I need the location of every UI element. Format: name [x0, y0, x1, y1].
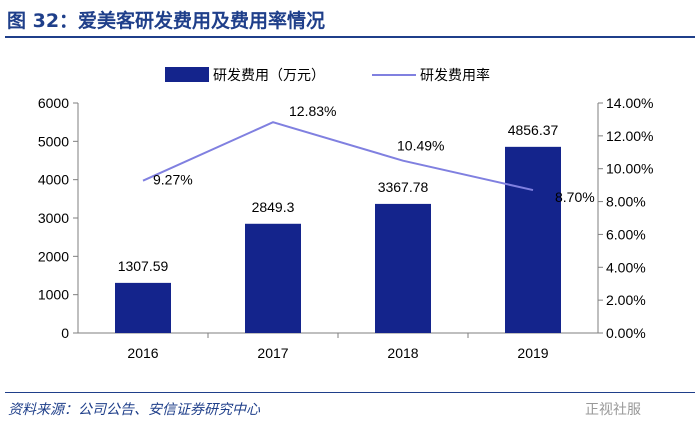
right-tick-label: 6.00% [606, 226, 646, 242]
left-tick-label: 6000 [38, 95, 69, 111]
left-tick-label: 2000 [38, 248, 69, 264]
x-tick-label: 2018 [387, 345, 418, 361]
right-tick-label: 14.00% [606, 95, 653, 111]
legend-bar-label: 研发费用（万元） [213, 67, 325, 83]
chart: 研发费用（万元） 研发费用率 0 1000 2000 3000 4000 5000 6000 0… [38, 67, 653, 361]
watermark: 正视社服 [585, 402, 641, 418]
x-tick-label: 2017 [257, 345, 288, 361]
bar-value-label: 4856.37 [508, 122, 559, 138]
legend-bar-swatch [165, 67, 209, 82]
rate-line [142, 121, 534, 192]
rate-value-label: 9.27% [153, 172, 193, 188]
left-tick-label: 3000 [38, 210, 69, 226]
rate-line-path [142, 121, 534, 192]
right-tick-label: 4.00% [606, 259, 646, 275]
rate-value-label: 10.49% [397, 138, 444, 154]
bar-value-label: 3367.78 [378, 179, 429, 195]
bar-value-label: 1307.59 [118, 258, 169, 274]
legend-line-label: 研发费用率 [420, 67, 490, 83]
left-tick-label: 1000 [38, 287, 69, 303]
x-tick-label: 2019 [517, 345, 548, 361]
x-tick-label: 2016 [127, 345, 158, 361]
figure-title: 图 32：爱美客研发费用及费用率情况 [7, 10, 326, 32]
footer-rule [5, 392, 695, 393]
legend: 研发费用（万元） 研发费用率 [165, 67, 490, 83]
right-tick-label: 0.00% [606, 325, 646, 341]
bar [115, 282, 171, 333]
title-rule [5, 36, 695, 38]
right-tick-label: 10.00% [606, 161, 653, 177]
left-tick-label: 4000 [38, 172, 69, 188]
right-tick-label: 8.00% [606, 194, 646, 210]
data-labels: 1307.59 2849.3 3367.78 4856.37 9.27% 12.83% 10… [118, 103, 595, 274]
rate-value-label: 12.83% [289, 103, 336, 119]
left-tick-label: 5000 [38, 133, 69, 149]
bars [115, 146, 561, 333]
left-tick-label: 0 [61, 325, 69, 341]
right-tick-label: 12.00% [606, 128, 653, 144]
bar [245, 223, 301, 333]
rate-value-label: 8.70% [555, 189, 595, 205]
right-tick-label: 2.00% [606, 292, 646, 308]
bar [375, 203, 431, 333]
bar-value-label: 2849.3 [252, 199, 295, 215]
source-note: 资料来源：公司公告、安信证券研究中心 [8, 402, 260, 418]
bar [505, 146, 561, 333]
